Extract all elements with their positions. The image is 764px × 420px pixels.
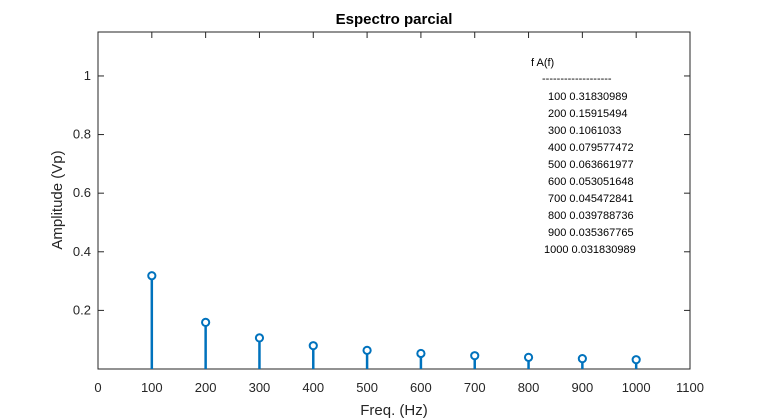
annotation-row: 100 0.31830989: [548, 91, 628, 103]
x-tick-label: 1000: [622, 380, 651, 395]
x-tick-label: 100: [141, 380, 163, 395]
annotation-row: 300 0.1061033: [548, 125, 621, 137]
y-axis-ticks: 0.2 0.4 0.6 0.8 1: [73, 68, 690, 317]
annotation-row: 1000 0.031830989: [544, 244, 636, 256]
stem-marker: [201, 317, 211, 327]
stem-marker: [308, 341, 318, 351]
x-tick-label: 1100: [676, 380, 704, 395]
y-tick-label: 0.2: [73, 302, 91, 317]
y-tick-label: 0.4: [73, 244, 91, 259]
stem-marker: [254, 333, 265, 343]
stem-marker: [523, 352, 534, 362]
annotation-row: 500 0.063661977: [548, 159, 634, 171]
stem-marker: [362, 345, 372, 355]
x-axis-ticks: 0 100 200 300 400 500 600 700 800 900 1000 1100: [94, 32, 704, 395]
stem-marker: [631, 355, 641, 365]
x-tick-label: 700: [464, 380, 486, 395]
x-tick-label: 900: [572, 380, 594, 395]
plot-area: [97, 31, 691, 370]
annotation-row: 200 0.15915494: [548, 108, 628, 120]
y-axis-label: Amplitude (Vp): [49, 150, 66, 249]
annotation-header: f A(f): [531, 57, 554, 69]
x-tick-label: 0: [94, 380, 101, 395]
annotation-separator: -------------------: [542, 73, 612, 85]
annotation-row: 800 0.039788736: [548, 210, 634, 222]
x-tick-label: 600: [410, 380, 432, 395]
stem-marker: [147, 271, 157, 281]
stem-marker: [416, 348, 426, 359]
y-tick-label: 0.8: [73, 127, 91, 142]
x-tick-label: 300: [249, 380, 271, 395]
stem-series: [147, 271, 641, 369]
chart-title: Espectro parcial: [336, 11, 453, 28]
x-tick-label: 400: [302, 380, 324, 395]
y-tick-label: 1: [84, 68, 91, 83]
annotation-row: 400 0.079577472: [548, 142, 634, 154]
x-tick-label: 500: [356, 380, 378, 395]
x-tick-label: 800: [518, 380, 540, 395]
annotation-row: 600 0.053051648: [548, 176, 634, 188]
x-tick-label: 200: [195, 380, 217, 395]
stem-marker: [470, 351, 480, 361]
y-tick-label: 0.6: [73, 185, 91, 200]
annotation-row: 700 0.045472841: [548, 193, 634, 205]
stem-marker: [577, 354, 587, 364]
annotation-table: f A(f) ------------------- 100 0.31830989 2…: [531, 57, 636, 256]
annotation-row: 900 0.035367765: [548, 227, 634, 239]
x-axis-label: Freq. (Hz): [360, 402, 428, 419]
